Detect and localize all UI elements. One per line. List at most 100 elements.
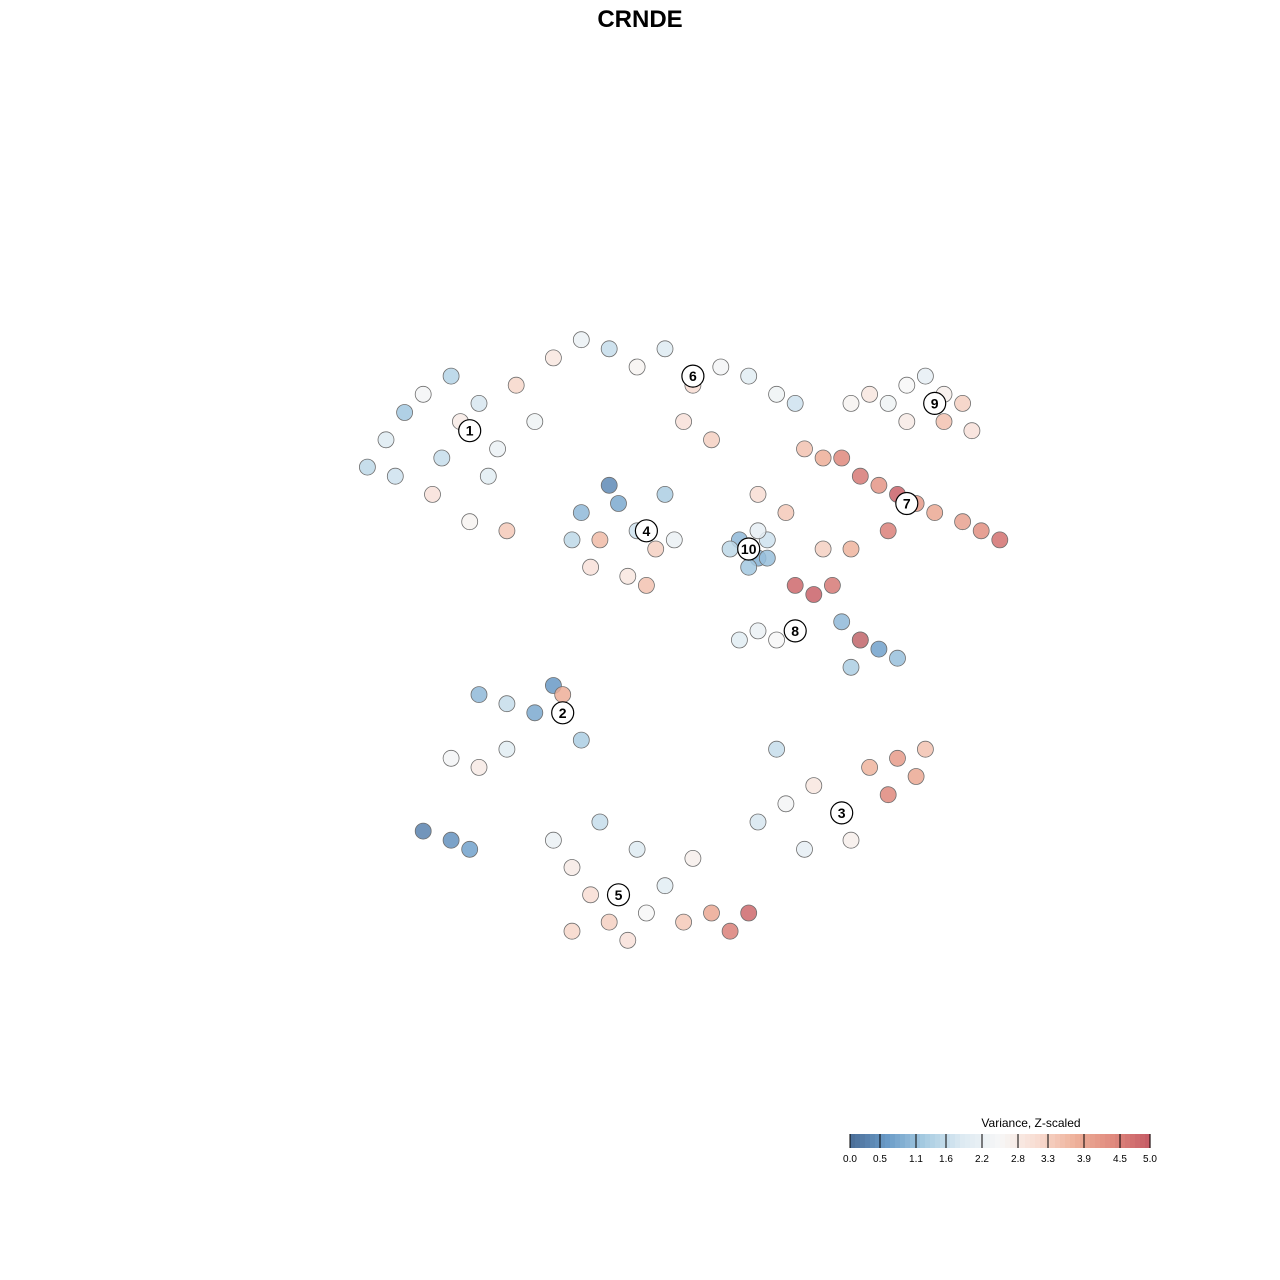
scatter-point-cluster-4-11: [563, 531, 581, 549]
scatter-point-cluster-1-2: [396, 404, 414, 421]
scatter-point-cluster-2-11: [572, 731, 590, 749]
scatter-point-cluster-3-9: [768, 740, 785, 758]
cluster-label-6: 6: [681, 364, 705, 388]
colorbar-segment: [1105, 1134, 1111, 1148]
scatter-point-cluster-6-10: [703, 431, 720, 449]
colorbar-segment: [1130, 1134, 1136, 1148]
scatter-point-cluster-3-1: [777, 795, 795, 813]
scatter-point-cluster-6-7: [740, 367, 758, 385]
scatter-point-cluster-5-13: [684, 850, 702, 867]
scatter-point-cluster-3-11: [917, 740, 934, 758]
colorbar-segment: [905, 1134, 911, 1148]
scatter-point-cluster-3-10: [879, 786, 897, 804]
scatter-point-cluster-2-9: [442, 831, 460, 849]
colorbar-segment: [1115, 1134, 1121, 1148]
scatter-point-cluster-6-9: [786, 394, 804, 412]
colorbar-tick-label: 0.5: [873, 1154, 887, 1165]
colorbar-segment: [895, 1134, 901, 1148]
cluster-label-text-2: 2: [559, 705, 567, 721]
scatter-point-cluster-7-7: [926, 504, 944, 521]
scatter-point-cluster-8-3: [833, 613, 851, 631]
colorbar-segment: [865, 1134, 871, 1148]
scatter-point-cluster-7-4: [870, 476, 888, 494]
scatter-point-cluster-7-3: [851, 467, 869, 485]
cluster-label-badge-5: [606, 883, 631, 907]
colorbar-legend: Variance, Z-scaled 0.0 0.5 1.1 1.6 2.2 2.8 3.3…: [843, 1116, 1157, 1165]
scatter-point-cluster-5-9: [721, 922, 739, 940]
colorbar-segment: [1110, 1134, 1116, 1148]
scatter-point-cluster-4-4: [647, 540, 665, 558]
cluster-label-badge-9: [923, 391, 947, 415]
scatter-point-cluster-5-0: [545, 831, 562, 849]
cluster-label-text-3: 3: [838, 805, 846, 821]
scatter-point-cluster-7-11: [749, 485, 767, 503]
scatter-point-cluster-7-15: [879, 522, 897, 540]
scatter-point-cluster-2-4: [554, 686, 572, 703]
colorbar-segment: [875, 1134, 881, 1148]
colorbar-segment: [940, 1134, 946, 1148]
scatter-point-cluster-10-4: [740, 558, 758, 576]
colorbar-segment: [900, 1134, 906, 1148]
scatter-point-cluster-8-5: [870, 640, 888, 658]
scatter-point-cluster-9-2: [879, 394, 897, 412]
colorbar-segment: [985, 1134, 991, 1148]
cluster-label-3: 3: [830, 801, 854, 825]
scatter-point-cluster-8-10: [731, 631, 748, 649]
colorbar-segment: [970, 1134, 976, 1148]
scatter-point-cluster-6-6: [712, 358, 730, 376]
scatter-point-cluster-1-9: [424, 485, 441, 503]
colorbar-segment: [935, 1134, 941, 1148]
cluster-labels: 1 2 3 4 5 6 7 8 9 10: [458, 364, 947, 907]
colorbar-gradient: [850, 1134, 1151, 1148]
scatter-point-cluster-8-9: [768, 631, 785, 649]
scatter-point-cluster-4-7: [619, 567, 637, 585]
cluster-label-badge-7: [895, 491, 919, 516]
cluster-label-text-1: 1: [466, 423, 474, 439]
colorbar-tick-label: 3.3: [1041, 1154, 1055, 1165]
colorbar-segment: [995, 1134, 1001, 1148]
colorbar-segment: [1145, 1134, 1151, 1148]
colorbar-segment: [920, 1134, 926, 1148]
colorbar-segment: [930, 1134, 936, 1148]
colorbar-tick-label: 4.5: [1113, 1154, 1127, 1165]
colorbar-segment: [1135, 1134, 1141, 1148]
colorbar-segment: [965, 1134, 971, 1148]
colorbar-segment: [1095, 1134, 1101, 1148]
scatter-point-cluster-1-0: [358, 458, 376, 476]
colorbar-segment: [1125, 1134, 1131, 1148]
scatter-point-cluster-2-1: [498, 695, 516, 713]
scatter-point-cluster-5-10: [740, 904, 758, 922]
scatter-point-cluster-1-8: [507, 376, 525, 394]
cluster-label-text-9: 9: [931, 395, 939, 411]
colorbar-ticks: 0.0 0.5 1.1 1.6 2.2 2.8 3.3 3.9 4.5 5.0: [843, 1134, 1157, 1165]
colorbar-tick-label: 0.0: [843, 1154, 857, 1165]
scatter-point-cluster-1-11: [498, 522, 516, 540]
scatter-point-cluster-5-8: [703, 904, 720, 922]
cluster-label-2: 2: [551, 701, 575, 725]
colorbar-segment: [1055, 1134, 1061, 1148]
colorbar-segment: [1010, 1134, 1016, 1148]
cluster-label-badge-8: [783, 619, 807, 643]
colorbar-segment: [880, 1134, 886, 1148]
scatter-point-cluster-2-8: [414, 822, 432, 840]
cluster-label-8: 8: [783, 619, 807, 643]
scatter-point-cluster-1-10: [461, 513, 479, 531]
scatter-point-cluster-7-12: [777, 504, 795, 521]
scatter-point-cluster-6-4: [656, 340, 674, 358]
colorbar-segment: [1100, 1134, 1106, 1148]
colorbar-segment: [925, 1134, 931, 1148]
scatter-point-cluster-7-9: [972, 522, 990, 540]
cluster-label-badge-3: [830, 801, 854, 825]
scatter-point-cluster-8-2: [824, 577, 841, 594]
colorbar-tick-label: 2.2: [975, 1154, 989, 1165]
scatter-point-cluster-9-8: [935, 413, 953, 431]
colorbar-segment: [890, 1134, 896, 1148]
cluster-label-text-10: 10: [741, 541, 757, 557]
colorbar-segment: [860, 1134, 866, 1148]
colorbar-segment: [1120, 1134, 1126, 1148]
colorbar-tick-label: 2.8: [1011, 1154, 1025, 1165]
scatter-point-cluster-6-2: [600, 340, 618, 358]
scatter-point-cluster-8-6: [889, 649, 906, 667]
colorbar-title: Variance, Z-scaled: [981, 1116, 1080, 1130]
colorbar-segment: [1040, 1134, 1046, 1148]
